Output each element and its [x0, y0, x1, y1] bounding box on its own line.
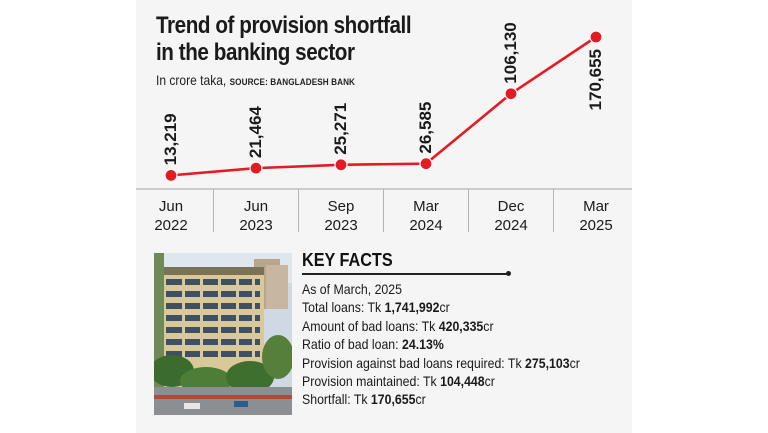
x-tick-label-year: 2022 — [154, 217, 187, 234]
data-point — [589, 30, 603, 44]
key-fact-label: Total loans: Tk — [302, 299, 385, 316]
chart-subtitle: In crore taka, SOURCE: BANGLADESH BANK — [156, 72, 355, 88]
key-facts-divider — [302, 273, 508, 275]
chart-title: Trend of provision shortfall in the bank… — [156, 12, 412, 66]
series-line — [170, 35, 597, 177]
key-fact-unit: cr — [439, 299, 450, 316]
x-tick-label-year: 2023 — [324, 217, 357, 234]
key-facts-list: As of March, 2025 Total loans: Tk 1,741,… — [302, 280, 632, 409]
x-tick-label-year: 2023 — [239, 217, 272, 234]
x-tick-label-month: Mar — [413, 198, 439, 215]
title-line-1: Trend of provision shortfall — [156, 12, 412, 39]
x-tick-label-month: Jun — [244, 198, 268, 215]
key-fact-value: 170,655 — [370, 391, 416, 408]
title-line-2: in the banking sector — [156, 39, 355, 66]
key-fact-value: 420,335 — [438, 317, 484, 334]
data-label: 170,655 — [586, 49, 605, 110]
key-fact-label: Shortfall: Tk — [302, 391, 371, 408]
x-tick-label-year: 2024 — [494, 217, 527, 234]
key-fact-unit: cr — [415, 391, 426, 408]
key-fact-value: 24.13% — [402, 336, 444, 353]
key-fact-value: 275,103 — [525, 354, 570, 371]
bank-building-photo — [154, 253, 292, 415]
key-fact-3: Ratio of bad loan: 24.13% — [302, 335, 592, 353]
key-fact-2: Amount of bad loans: Tk 420,335cr — [302, 317, 592, 335]
key-fact-value: 1,741,992 — [384, 299, 440, 316]
data-point — [419, 157, 433, 171]
data-label: 21,464 — [246, 106, 265, 159]
line-chart: 13,219 21,464 25,271 26,585 106,130 170,655 Ju… — [136, 22, 632, 234]
data-label: 106,130 — [501, 22, 520, 83]
x-tick-label-month: Mar — [583, 198, 609, 215]
data-point — [164, 168, 178, 182]
key-fact-unit: cr — [569, 354, 580, 371]
key-fact-label: Provision against bad loans required: Tk — [302, 354, 526, 371]
data-point — [334, 158, 348, 172]
data-point — [249, 161, 263, 175]
key-fact-value: 104,448 — [440, 373, 485, 390]
unit-note: In crore taka, — [156, 72, 227, 88]
x-tick-label-month: Jun — [159, 198, 183, 215]
x-tick-label-month: Dec — [498, 198, 525, 215]
key-fact-unit: cr — [484, 373, 495, 390]
as-of-date: As of March, 2025 — [302, 281, 402, 297]
infographic-panel: Trend of provision shortfall in the bank… — [136, 0, 632, 433]
key-facts: KEY FACTS As of March, 2025 Total loans:… — [302, 250, 580, 407]
data-point — [504, 87, 518, 101]
data-label: 26,585 — [416, 102, 435, 154]
x-tick-label-year: 2025 — [579, 217, 612, 234]
key-fact-unit: cr — [483, 317, 494, 334]
key-fact-5: Provision maintained: Tk 104,448cr — [302, 372, 592, 390]
key-facts-divider-dot — [506, 271, 511, 276]
key-facts-heading: KEY FACTS — [302, 250, 393, 270]
key-fact-6: Shortfall: Tk 170,655cr — [302, 390, 592, 408]
key-fact-label: Amount of bad loans: Tk — [302, 317, 439, 334]
data-label: 25,271 — [331, 103, 350, 155]
x-tick-label-month: Sep — [328, 198, 355, 215]
x-tick-label-year: 2024 — [409, 217, 442, 234]
key-fact-1: Total loans: Tk 1,741,992cr — [302, 298, 592, 316]
data-label: 13,219 — [161, 113, 180, 165]
key-fact-label: Ratio of bad loan: — [302, 336, 403, 353]
key-fact-label: Provision maintained: Tk — [302, 373, 441, 390]
source-note: SOURCE: BANGLADESH BANK — [229, 77, 356, 88]
key-fact-4: Provision against bad loans required: Tk… — [302, 354, 592, 372]
